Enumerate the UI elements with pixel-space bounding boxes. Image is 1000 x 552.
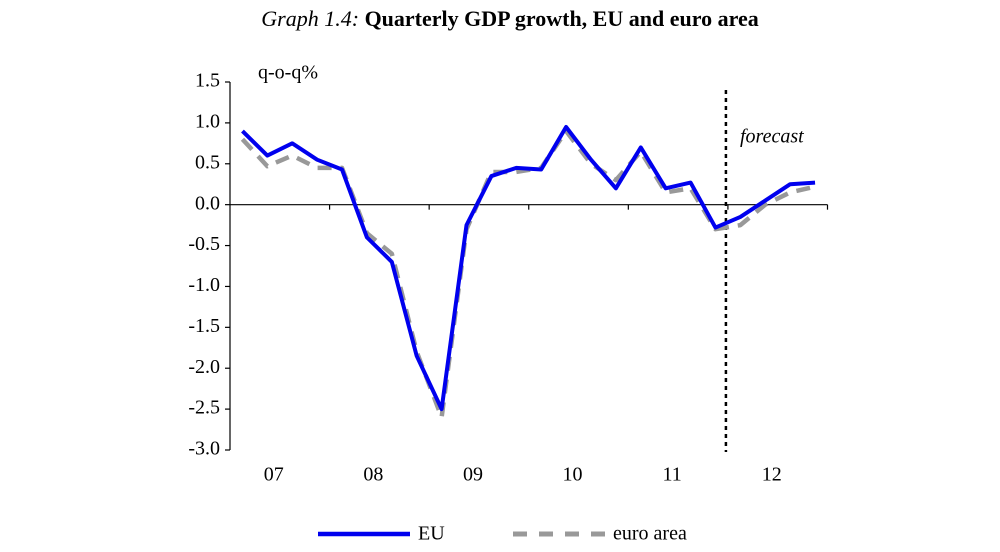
y-tick-label: 0.0	[195, 192, 220, 214]
y-tick-label: -2.5	[188, 397, 220, 419]
legend-label: EU	[418, 523, 445, 545]
annotation: forecast	[740, 126, 804, 148]
chart-title: Graph 1.4: Quarterly GDP growth, EU and …	[230, 2, 790, 36]
y-axis-label: q-o-q%	[258, 62, 318, 84]
y-tick-label: -2.0	[188, 356, 220, 378]
series-line	[241, 124, 816, 412]
x-tick-label: 10	[563, 464, 583, 486]
y-tick-label: 1.0	[195, 110, 220, 132]
y-tick-label: -1.0	[188, 274, 220, 296]
x-tick-label: 11	[662, 464, 681, 486]
y-tick-label: -0.5	[188, 233, 220, 255]
x-tick-label: 09	[463, 464, 483, 486]
x-tick-label: 07	[264, 464, 284, 486]
x-tick-label: 12	[762, 464, 782, 486]
y-tick-label: 1.5	[195, 70, 220, 92]
y-tick-label: -1.5	[188, 315, 220, 337]
legend-label: euro area	[613, 523, 687, 545]
title-text: Quarterly GDP growth, EU and euro area	[364, 6, 759, 31]
x-tick-label: 08	[363, 464, 383, 486]
y-tick-label: -3.0	[188, 438, 220, 460]
series-line	[240, 128, 816, 420]
title-prefix: Graph 1.4:	[261, 6, 360, 31]
y-tick-label: 0.5	[195, 151, 220, 173]
